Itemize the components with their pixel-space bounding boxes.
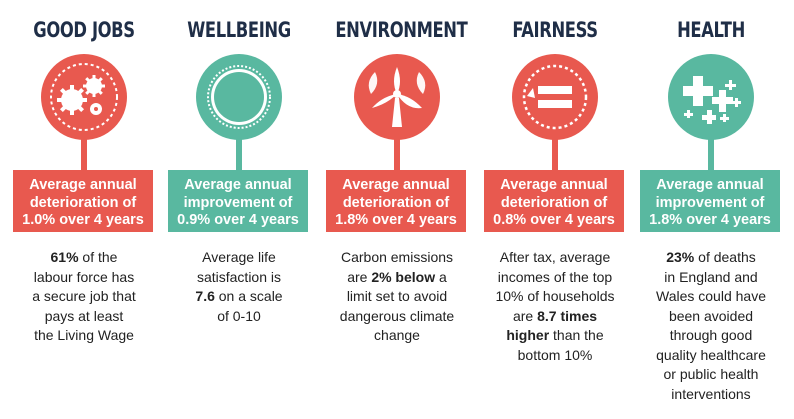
- column-health: HEALTH Average annual improvement of 1.8% …: [632, 0, 790, 419]
- badge-trend: Average annual deterioration of 0.8% over …: [484, 170, 624, 232]
- column-title: HEALTH: [677, 18, 745, 42]
- badge-trend: Average annual improvement of 1.8% over 4 …: [640, 170, 780, 232]
- column-title: FAIRNESS: [512, 18, 598, 42]
- column-fairness: FAIRNESS Average annual deterioration of 0…: [476, 0, 634, 419]
- column-good-jobs: GOOD JOBS: [5, 0, 163, 419]
- badge-trend: Average annual improvement of 0.9% over 4 …: [168, 170, 308, 232]
- badge-trend: Average annual deterioration of 1.0% over …: [13, 170, 153, 232]
- wind-turbine-icon: [318, 52, 476, 172]
- description: 23% of deaths in England and Wales could…: [656, 249, 766, 402]
- column-wellbeing: WELLBEING Average annual improvement of 0.…: [160, 0, 318, 419]
- description: Carbon emissions are 2% below a limit se…: [339, 249, 455, 343]
- column-environment: ENVIRONMENT Average annual deterioration …: [318, 0, 476, 419]
- column-title: WELLBEING: [187, 18, 291, 42]
- sun-icon: [160, 52, 318, 172]
- column-title: GOOD JOBS: [33, 18, 135, 42]
- description: Average life satisfaction is 7.6 on a sc…: [195, 249, 283, 324]
- description: After tax, average incomes of the top 10…: [495, 249, 615, 363]
- description: 61% of the labour force has a secure job…: [32, 249, 136, 343]
- health-crosses-icon: [632, 52, 790, 172]
- column-title: ENVIRONMENT: [335, 18, 468, 42]
- badge-trend: Average annual deterioration of 1.8% over …: [326, 170, 466, 232]
- equals-icon: [476, 52, 634, 172]
- gears-icon: [5, 52, 163, 172]
